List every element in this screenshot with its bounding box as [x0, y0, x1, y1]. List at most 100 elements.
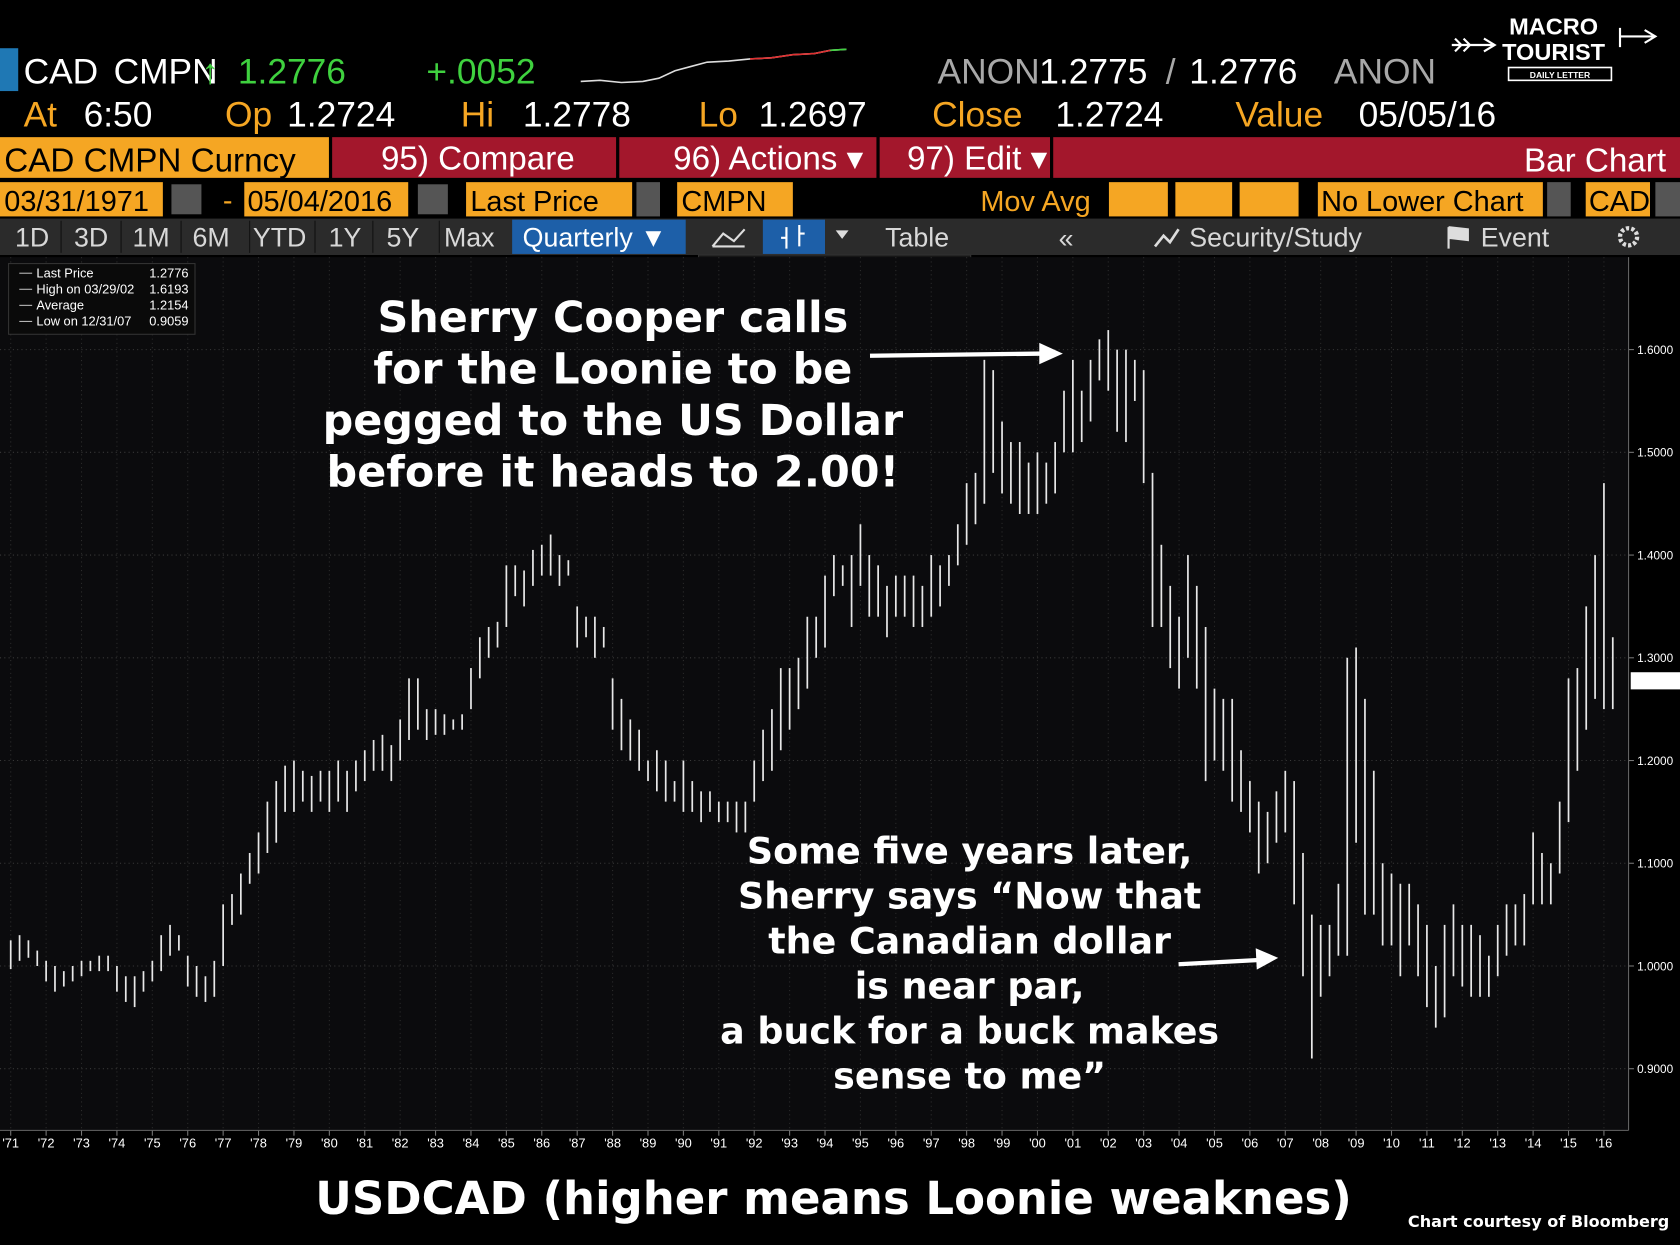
last-price-label: 1.2776 — [1637, 675, 1673, 688]
source: CMPN — [114, 53, 218, 92]
range-button[interactable]: 6M — [192, 222, 229, 252]
study-icon[interactable] — [1153, 228, 1180, 248]
calendar-icon[interactable] — [417, 184, 448, 215]
separator: / — [1166, 53, 1176, 92]
x-tick-label: '92 — [746, 1136, 763, 1151]
x-tick-label: '87 — [569, 1136, 586, 1151]
bar-icon-button[interactable] — [762, 219, 825, 254]
x-tick-label: '03 — [1135, 1136, 1152, 1151]
x-tick-label: '99 — [994, 1136, 1011, 1151]
chart-type: Bar Chart — [1524, 142, 1666, 179]
sparkline-up — [830, 48, 847, 52]
annotation-line: pegged to the US Dollar — [323, 396, 903, 446]
chart-title: USDCAD (higher means Loonie weaknes) — [315, 1172, 1352, 1225]
focus-marker — [0, 48, 19, 92]
study-button[interactable]: Security/Study — [1189, 222, 1362, 252]
x-tick-label: '11 — [1419, 1136, 1435, 1151]
input-box[interactable] — [244, 182, 409, 217]
x-tick-label: '00 — [1029, 1136, 1046, 1151]
period[interactable]: Quarterly ▼ — [523, 222, 667, 252]
dropdown-arrow[interactable] — [835, 230, 849, 239]
x-tick-label: '93 — [781, 1136, 798, 1151]
period-button[interactable] — [512, 219, 686, 254]
menu-button[interactable] — [619, 137, 877, 178]
x-tick-label: '71 — [2, 1136, 19, 1151]
calendar-icon[interactable] — [171, 184, 202, 215]
start-date[interactable]: 03/31/1971 — [4, 186, 149, 218]
annotation-line: Sherry Cooper calls — [377, 293, 848, 343]
x-tick-label: '10 — [1383, 1136, 1400, 1151]
range-button[interactable]: 1Y — [329, 222, 362, 252]
range-button[interactable]: 5Y — [386, 222, 419, 252]
annotation-arrowhead — [1255, 948, 1279, 970]
bid: 1.2775 — [1039, 53, 1147, 92]
range-button[interactable]: 1M — [132, 222, 169, 252]
input-box[interactable] — [1175, 182, 1233, 217]
input-box[interactable] — [1239, 182, 1299, 217]
x-tick-label: '86 — [533, 1136, 550, 1151]
legend: Last Price 1.2776 High on 03/29/02 1.6193 Av… — [19, 266, 189, 329]
event-button[interactable]: Event — [1481, 222, 1550, 252]
field[interactable]: Last Price — [470, 186, 599, 218]
x-tick-label: '79 — [286, 1136, 303, 1151]
direction: ↑ — [201, 53, 219, 92]
y-tick-label: 1.6000 — [1637, 344, 1673, 357]
menu-label[interactable]: 96) Actions ▾ — [673, 140, 863, 177]
stat-label: Op — [225, 95, 272, 134]
logo-line: TOURIST — [1502, 39, 1606, 65]
input-box[interactable] — [677, 182, 793, 217]
x-tick-label: '02 — [1100, 1136, 1117, 1151]
dropdown[interactable] — [1547, 182, 1571, 217]
x-tick-label: '08 — [1312, 1136, 1329, 1151]
toolbar — [0, 218, 1680, 255]
menu-button[interactable] — [332, 137, 617, 178]
security-box — [0, 137, 329, 178]
bar-icon[interactable] — [781, 225, 805, 249]
table-button[interactable]: Table — [885, 222, 949, 252]
x-tick-label: '74 — [109, 1136, 126, 1151]
ask-source: ANON — [1334, 53, 1436, 92]
menu-label[interactable]: 97) Edit ▾ — [907, 140, 1048, 177]
y-tick-label: 1.4000 — [1637, 549, 1673, 562]
x-tick-label: '98 — [958, 1136, 975, 1151]
x-tick-label: '80 — [321, 1136, 338, 1151]
logo: MACRO TOURIST DAILY LETTER — [1451, 13, 1658, 82]
end-date[interactable]: 05/04/2016 — [247, 186, 392, 218]
event-icon[interactable] — [1447, 226, 1469, 249]
range-button[interactable]: 1D — [15, 222, 49, 252]
lower-chart[interactable]: No Lower Chart — [1321, 186, 1523, 218]
settings-icon[interactable] — [1617, 226, 1640, 248]
collapse-button[interactable]: « — [1059, 223, 1074, 253]
input-box[interactable] — [0, 182, 163, 217]
input-box[interactable] — [1585, 182, 1650, 217]
logo-line: MACRO — [1509, 13, 1598, 39]
x-tick-label: '88 — [604, 1136, 621, 1151]
stat-label: Value — [1235, 95, 1323, 134]
currency[interactable]: CAD — [1589, 186, 1650, 218]
date-dash: - — [223, 185, 233, 217]
y-tick-label: 1.2000 — [1637, 755, 1673, 768]
mov-avg: Mov Avg — [980, 186, 1090, 218]
x-tick-label: '13 — [1489, 1136, 1506, 1151]
input-box[interactable] — [466, 182, 633, 217]
range-button[interactable]: YTD — [253, 222, 307, 252]
range-button[interactable]: Max — [444, 222, 495, 252]
annotation-line: a buck for a buck makes — [720, 1010, 1219, 1053]
y-tick-label: 1.5000 — [1637, 447, 1673, 460]
plot-area — [0, 257, 1629, 1131]
dropdown[interactable] — [636, 182, 660, 217]
dropdown[interactable] — [1655, 182, 1680, 217]
input-box[interactable] — [1108, 182, 1168, 217]
menu-label[interactable]: 95) Compare — [381, 140, 575, 177]
stat-label: Hi — [461, 95, 494, 134]
x-tick-label: '12 — [1454, 1136, 1471, 1151]
line-icon[interactable] — [711, 228, 746, 248]
x-tick-label: '90 — [675, 1136, 692, 1151]
stat-label: At — [24, 95, 58, 134]
input-box[interactable] — [1317, 182, 1543, 217]
range-button[interactable]: 3D — [74, 222, 108, 252]
field-source[interactable]: CMPN — [681, 186, 766, 218]
menu-button[interactable] — [879, 137, 1050, 178]
annotation-line: Some five years later, — [747, 830, 1192, 873]
